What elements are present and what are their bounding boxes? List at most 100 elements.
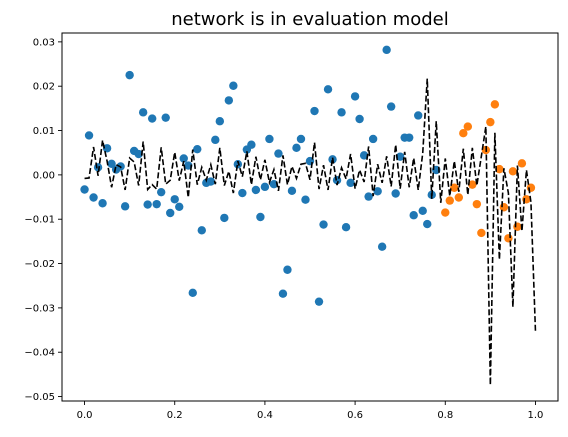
data-point-series-2 bbox=[508, 167, 518, 176]
y-tick-label: −0.04 bbox=[24, 348, 55, 359]
data-point-series-1 bbox=[80, 185, 89, 194]
data-point-series-1 bbox=[260, 182, 270, 192]
data-point-series-1 bbox=[147, 114, 157, 123]
data-point-series-2 bbox=[472, 199, 482, 209]
data-point-series-1 bbox=[238, 188, 247, 198]
data-point-series-2 bbox=[499, 203, 509, 212]
data-point-series-1 bbox=[301, 195, 310, 204]
y-tick-label: 0.01 bbox=[33, 126, 55, 137]
data-point-series-2 bbox=[441, 208, 450, 217]
data-point-series-1 bbox=[188, 288, 197, 298]
x-tick-label: 0.2 bbox=[167, 410, 183, 421]
data-point-series-1 bbox=[373, 187, 382, 196]
data-point-series-1 bbox=[170, 195, 179, 204]
axes-frame bbox=[61, 32, 559, 402]
x-tick-label: 0.0 bbox=[77, 410, 93, 421]
data-point-series-2 bbox=[450, 183, 459, 192]
data-point-series-1 bbox=[292, 143, 301, 153]
data-point-series-1 bbox=[224, 96, 234, 105]
data-point-series-1 bbox=[179, 154, 188, 163]
data-point-series-1 bbox=[102, 144, 112, 153]
data-point-series-1 bbox=[382, 45, 391, 55]
data-point-series-1 bbox=[138, 108, 148, 117]
data-point-series-1 bbox=[251, 185, 261, 195]
data-point-series-2 bbox=[486, 117, 495, 127]
data-point-series-1 bbox=[206, 177, 215, 186]
data-point-series-2 bbox=[495, 164, 504, 174]
data-point-series-1 bbox=[418, 206, 427, 215]
data-point-series-1 bbox=[368, 134, 378, 144]
data-point-series-1 bbox=[283, 265, 292, 274]
data-point-series-1 bbox=[233, 160, 243, 169]
data-point-series-1 bbox=[274, 149, 283, 158]
data-point-series-1 bbox=[296, 134, 306, 144]
data-point-series-1 bbox=[220, 213, 229, 223]
data-point-series-1 bbox=[409, 211, 418, 220]
data-point-series-2 bbox=[517, 159, 527, 168]
data-point-series-1 bbox=[197, 226, 206, 235]
y-tick-label: −0.02 bbox=[24, 259, 55, 270]
data-point-series-2 bbox=[454, 193, 463, 202]
data-point-series-1 bbox=[355, 114, 364, 124]
data-point-series-1 bbox=[211, 135, 220, 145]
data-point-series-2 bbox=[490, 100, 500, 109]
x-tick-label: 0.4 bbox=[257, 410, 273, 421]
data-point-series-2 bbox=[463, 122, 473, 131]
data-point-series-1 bbox=[215, 117, 225, 126]
data-point-series-1 bbox=[310, 106, 319, 116]
data-point-series-2 bbox=[468, 180, 477, 189]
x-tick-label: 1.0 bbox=[528, 410, 544, 421]
data-point-series-1 bbox=[364, 192, 373, 201]
y-axis: −0.05 −0.04 −0.03 −0.02 −0.01 0.00 0.01 0.02 0.0… bbox=[24, 37, 62, 403]
data-point-series-1 bbox=[120, 202, 130, 211]
data-point-series-1 bbox=[405, 133, 414, 142]
data-point-series-1 bbox=[98, 199, 107, 208]
data-point-series-1 bbox=[337, 108, 346, 117]
data-point-series-1 bbox=[346, 178, 355, 188]
data-point-series-1 bbox=[350, 92, 360, 101]
plot-area bbox=[80, 45, 537, 386]
data-point-series-1 bbox=[314, 297, 324, 306]
data-point-series-2 bbox=[513, 222, 522, 231]
y-tick-label: −0.03 bbox=[24, 303, 55, 314]
data-point-series-1 bbox=[143, 200, 152, 209]
x-tick-label: 0.6 bbox=[347, 410, 363, 421]
data-point-series-1 bbox=[193, 144, 202, 154]
data-point-series-1 bbox=[256, 212, 265, 222]
data-point-series-1 bbox=[157, 187, 166, 197]
data-point-series-1 bbox=[152, 199, 161, 209]
data-point-series-1 bbox=[107, 159, 116, 168]
data-point-series-1 bbox=[175, 202, 184, 211]
data-point-series-2 bbox=[459, 129, 468, 138]
data-point-series-1 bbox=[125, 70, 134, 80]
series-line bbox=[84, 78, 537, 386]
data-point-series-1 bbox=[341, 223, 351, 232]
data-point-series-1 bbox=[359, 151, 369, 160]
data-point-series-1 bbox=[287, 186, 297, 196]
y-tick-label: 0.00 bbox=[33, 170, 55, 181]
data-point-series-1 bbox=[247, 140, 256, 149]
data-point-series-1 bbox=[265, 134, 274, 144]
data-point-series-2 bbox=[445, 196, 454, 205]
data-point-series-1 bbox=[423, 219, 432, 229]
data-point-series-1 bbox=[166, 208, 175, 218]
data-point-series-1 bbox=[414, 111, 423, 120]
data-point-series-1 bbox=[319, 220, 328, 229]
data-point-series-1 bbox=[278, 289, 288, 298]
data-point-series-1 bbox=[89, 193, 98, 202]
data-point-series-1 bbox=[229, 81, 238, 90]
data-point-series-1 bbox=[395, 152, 405, 161]
data-point-series-1 bbox=[386, 102, 396, 111]
data-point-series-1 bbox=[84, 131, 94, 140]
x-tick-label: 0.8 bbox=[437, 410, 453, 421]
data-point-series-1 bbox=[391, 189, 400, 198]
data-point-series-1 bbox=[323, 85, 333, 94]
y-tick-label: 0.03 bbox=[33, 37, 55, 48]
chart-title: network is in evaluation model bbox=[171, 9, 449, 30]
y-tick-label: 0.02 bbox=[33, 82, 55, 93]
y-tick-label: −0.01 bbox=[24, 215, 55, 226]
x-axis: 0.0 0.2 0.4 0.6 0.8 1.0 bbox=[77, 401, 544, 421]
data-point-series-2 bbox=[477, 228, 486, 238]
data-point-series-1 bbox=[377, 242, 387, 251]
